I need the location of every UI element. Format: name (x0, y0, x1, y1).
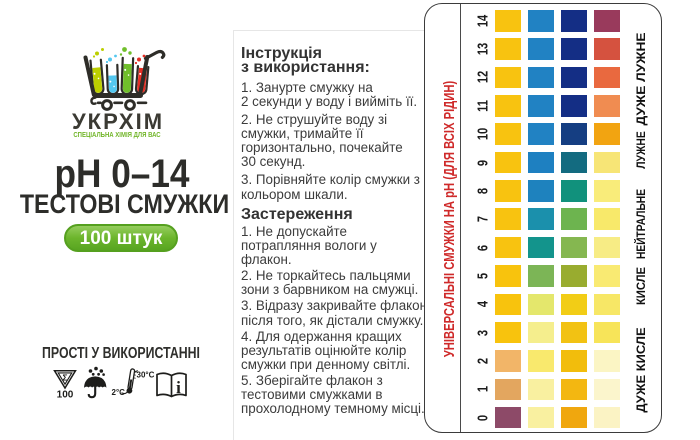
svg-text:Σ: Σ (62, 373, 67, 383)
svg-text:2°C: 2°C (112, 388, 126, 397)
svg-text:100: 100 (57, 390, 74, 401)
svg-text:i: i (176, 378, 181, 397)
svg-text:30°C: 30°C (137, 371, 155, 380)
